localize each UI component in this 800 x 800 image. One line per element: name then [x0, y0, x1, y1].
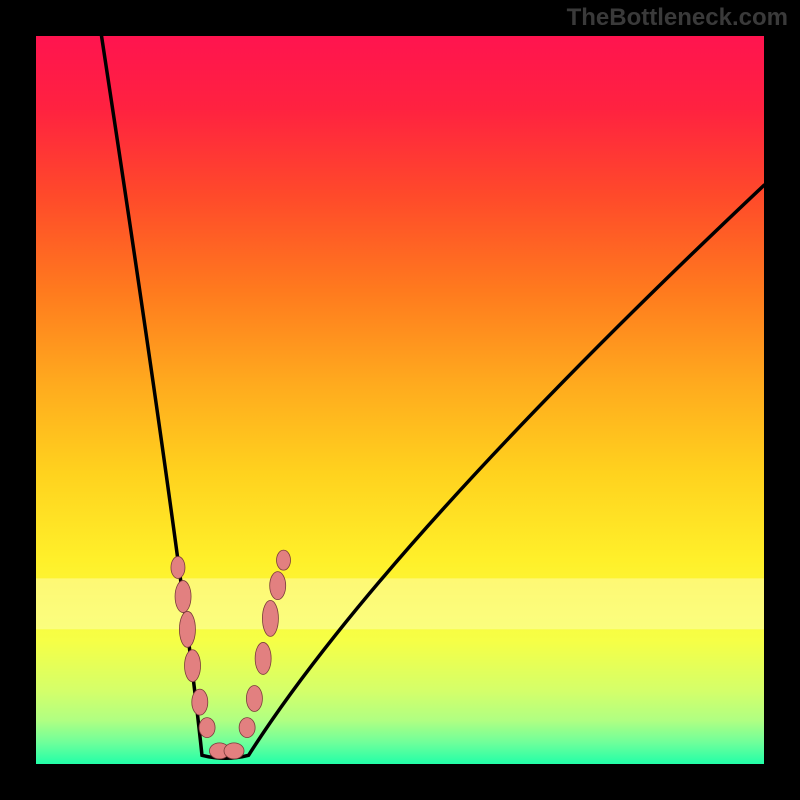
gradient-background [36, 36, 764, 764]
curve-marker [246, 685, 262, 711]
chart-root: TheBottleneck.com [0, 0, 800, 800]
curve-marker [224, 743, 244, 759]
curve-marker [171, 556, 185, 578]
curve-marker [199, 718, 215, 738]
curve-marker [179, 611, 195, 647]
curve-marker [175, 581, 191, 613]
curve-marker [270, 572, 286, 600]
curve-marker [262, 600, 278, 636]
curve-marker [192, 689, 208, 715]
curve-marker [239, 718, 255, 738]
chart-svg [0, 0, 800, 800]
highlight-band [36, 578, 764, 629]
curve-marker [277, 550, 291, 570]
curve-marker [185, 650, 201, 682]
curve-marker [255, 642, 271, 674]
